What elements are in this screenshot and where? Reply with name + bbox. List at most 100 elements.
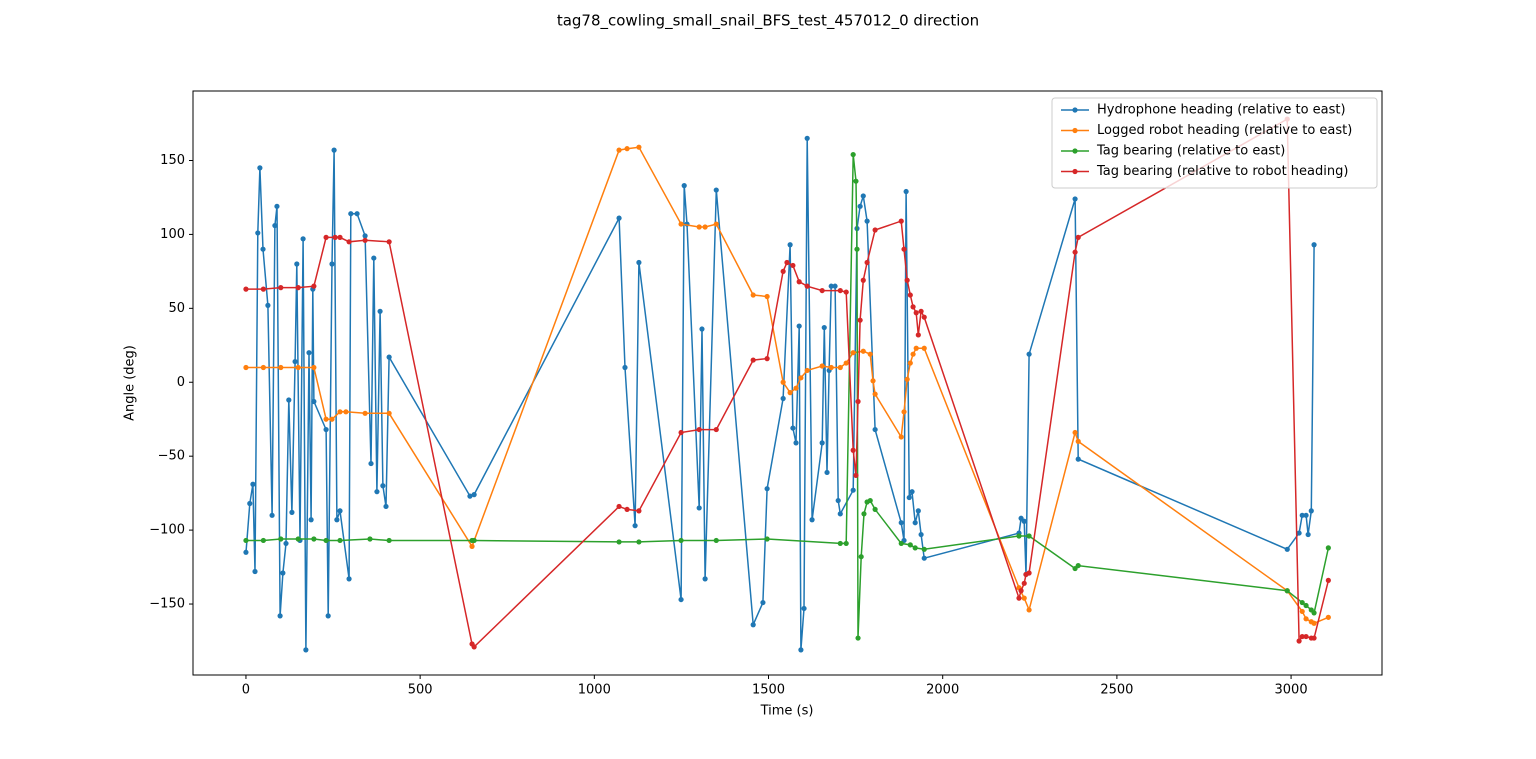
data-point: [386, 354, 392, 360]
data-point: [323, 416, 329, 422]
data-point: [855, 398, 861, 405]
data-point: [860, 193, 866, 199]
data-point: [362, 233, 368, 239]
data-point: [860, 277, 866, 283]
legend-label: Tag bearing (relative to robot heading): [1096, 164, 1348, 179]
data-point: [898, 520, 904, 526]
data-point: [1016, 533, 1022, 539]
data-point: [819, 363, 825, 369]
data-point: [255, 230, 261, 236]
data-point: [346, 239, 352, 245]
data-point: [295, 364, 301, 371]
data-point: [368, 460, 374, 467]
data-point: [1021, 595, 1027, 601]
y-tick-label: −50: [158, 449, 185, 464]
x-tick-label: 2000: [926, 683, 959, 698]
data-point: [1325, 614, 1331, 620]
y-tick-label: 0: [177, 375, 185, 390]
data-point: [1311, 610, 1317, 616]
data-point: [864, 259, 870, 266]
legend-label: Hydrophone heading (relative to east): [1097, 103, 1346, 118]
data-point: [912, 545, 918, 551]
data-point: [622, 364, 628, 371]
data-point: [906, 494, 912, 501]
data-point: [918, 531, 924, 538]
data-point: [362, 237, 368, 243]
data-point: [796, 279, 802, 285]
x-tick-label: 2500: [1100, 683, 1133, 698]
data-point: [901, 409, 907, 415]
data-point: [915, 508, 921, 514]
data-point: [912, 520, 918, 526]
data-point: [471, 492, 477, 498]
data-point: [311, 283, 317, 289]
y-tick-label: −100: [149, 523, 185, 538]
data-point: [337, 537, 343, 544]
data-point: [383, 503, 389, 510]
data-point: [750, 357, 756, 363]
data-point: [843, 360, 849, 366]
data-point: [386, 537, 392, 544]
data-point: [798, 375, 804, 381]
data-point: [787, 242, 793, 248]
data-point: [837, 511, 843, 517]
data-point: [787, 390, 793, 396]
data-point: [1325, 577, 1331, 583]
data-point: [260, 246, 266, 252]
data-point: [837, 540, 843, 547]
data-point: [374, 489, 380, 495]
data-point: [323, 426, 329, 433]
data-point: [790, 262, 796, 269]
data-point: [616, 215, 622, 221]
data-point: [867, 351, 873, 357]
data-point: [764, 536, 770, 542]
data-point: [1021, 580, 1027, 586]
x-tick-label: 3000: [1275, 683, 1308, 698]
data-point: [804, 135, 810, 141]
y-tick-label: −150: [149, 597, 185, 612]
data-point: [1303, 616, 1309, 622]
y-tick-label: 50: [168, 301, 185, 316]
data-point: [850, 350, 856, 356]
data-point: [332, 234, 338, 240]
data-point: [904, 277, 910, 283]
data-point: [790, 425, 796, 431]
data-point: [278, 536, 284, 542]
data-point: [764, 356, 770, 362]
data-point: [1072, 196, 1078, 202]
data-point: [260, 286, 266, 292]
data-point: [295, 285, 301, 291]
data-point: [853, 472, 859, 479]
data-point: [702, 224, 708, 230]
data-point: [819, 287, 825, 294]
legend-marker: [1072, 148, 1078, 154]
data-point: [257, 165, 263, 171]
data-point: [784, 259, 790, 266]
data-point: [793, 440, 799, 446]
legend-box: [1051, 97, 1378, 189]
data-point: [861, 511, 867, 517]
data-point: [872, 227, 878, 233]
data-point: [632, 523, 638, 529]
data-point: [337, 234, 343, 240]
data-point: [386, 410, 392, 416]
data-point: [750, 292, 756, 298]
legend-marker: [1072, 127, 1078, 134]
data-point: [1075, 438, 1081, 444]
data-point: [898, 218, 904, 224]
data-point: [1299, 599, 1305, 606]
data-point: [780, 268, 786, 274]
data-point: [713, 221, 719, 227]
data-point: [303, 647, 309, 653]
data-point: [872, 391, 878, 397]
data-point: [329, 261, 335, 267]
data-point: [821, 324, 827, 331]
data-point: [1303, 602, 1309, 609]
data-point: [471, 644, 477, 650]
data-point: [1075, 562, 1081, 569]
data-point: [858, 554, 864, 560]
data-point: [380, 483, 386, 489]
data-point: [243, 286, 249, 292]
chart-title: tag78_cowling_small_snail_BFS_test_45701…: [557, 12, 979, 31]
